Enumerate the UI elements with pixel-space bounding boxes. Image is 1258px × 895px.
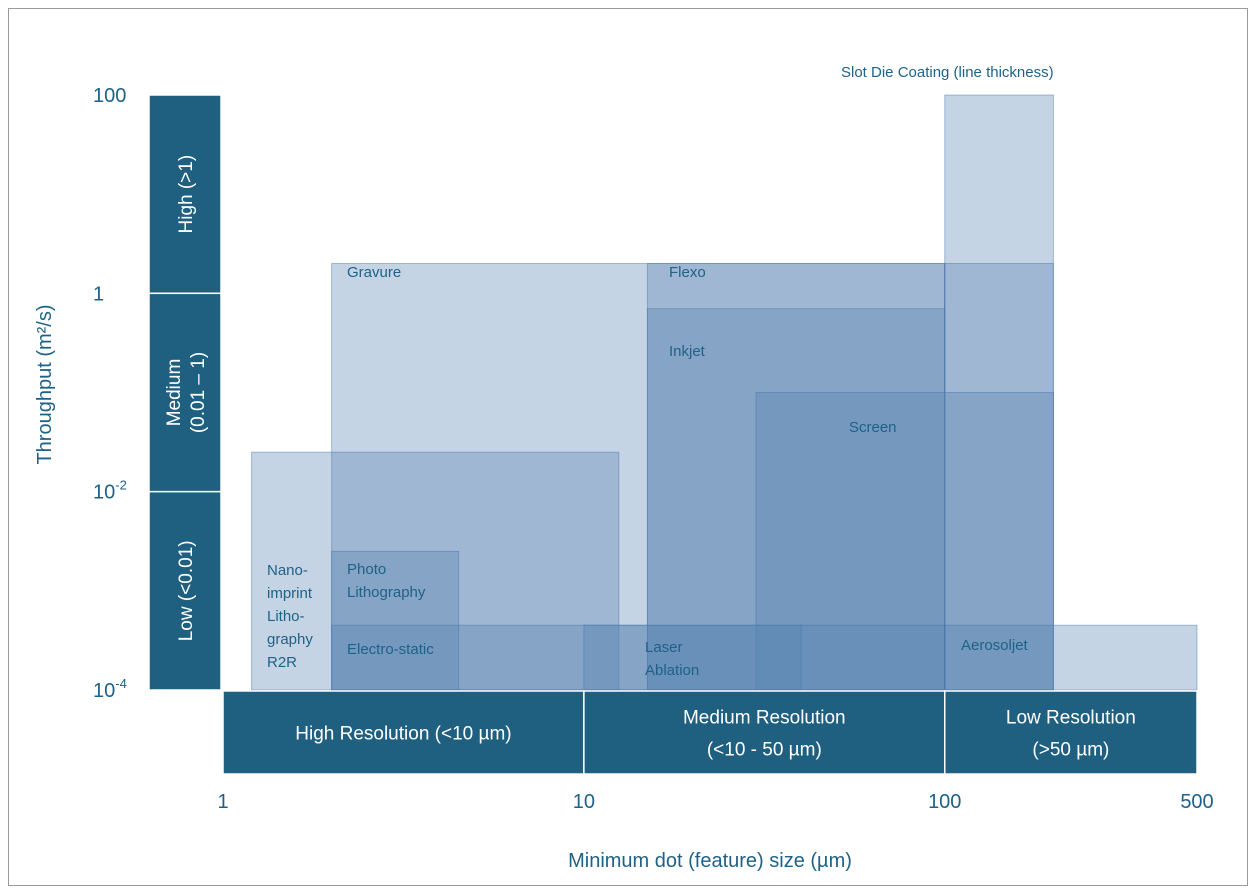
resolution-band-high-resolution-10-m [222,690,585,775]
process-label-photo-lithography: Photo Lithography [347,561,426,601]
y-tick-label: 1 [93,283,104,305]
throughput-band-high-1 [148,94,222,295]
resolution-band-label: Medium Resolution (<10 - 50 µm) [683,708,846,761]
y-tick-label: 10-4 [93,676,127,702]
process-area-gravure [331,262,946,691]
throughput-band-label: High (>1) [176,155,197,234]
x-tick-label: 1 [217,791,228,813]
process-area-inkjet [646,308,946,691]
process-area-electro-static [331,624,946,691]
chart: High (>1) Medium (0.01 – 1) Low (<0.01) High… [34,64,1214,872]
x-tick-label: 10 [573,791,595,813]
process-label-inkjet: Inkjet [669,343,706,360]
process-label-laser-ablation: Laser Ablation [645,639,699,679]
x-tick-label: 100 [928,791,961,813]
resolution-band-medium-resolution [583,690,946,775]
x-tick-label: 500 [1180,791,1213,813]
throughput-band-medium [148,292,222,493]
process-label-flexo: Flexo [669,264,706,281]
process-area-photo-lithography [331,550,460,691]
process-area-nano-imprint-litho-graphy-r2r [251,451,620,691]
resolution-band-label: High Resolution (<10 µm) [295,724,511,745]
process-area-laser-ablation [583,624,802,691]
process-label-nano-imprint-litho-graphy-r2r: Nano-imprint Litho-graphy R2R [267,562,313,671]
process-label-slot-die-coating-line-thickness: Slot Die Coating (line thickness) [841,64,1054,81]
throughput-band-label: Low (<0.01) [176,540,197,641]
process-area-flexo [646,262,946,691]
process-label-aerosoljet: Aerosoljet [961,637,1029,654]
process-area-aerosoljet [944,624,1198,691]
y-tick-label: 10-2 [93,478,127,504]
y-tick-label: 100 [93,85,126,107]
process-label-gravure: Gravure [347,264,401,281]
throughput-band-low-0-01 [148,490,222,691]
process-label-electro-static: Electro-static [347,641,434,658]
process-area-unlabeled-3 [944,262,1054,691]
process-area-screen [755,392,1054,691]
resolution-band-label: Low Resolution (>50 µm) [1006,708,1136,761]
resolution-band-low-resolution [944,690,1198,775]
y-axis-title: Throughput (m²/s) [34,304,56,464]
chart-frame: High (>1) Medium (0.01 – 1) Low (<0.01) High… [8,8,1248,886]
x-axis-title: Minimum dot (feature) size (µm) [568,850,852,872]
process-label-screen: Screen [849,419,897,436]
throughput-band-label: Medium (0.01 – 1) [164,352,209,433]
process-area-slot-die-coating-line-thickness [944,94,1054,691]
